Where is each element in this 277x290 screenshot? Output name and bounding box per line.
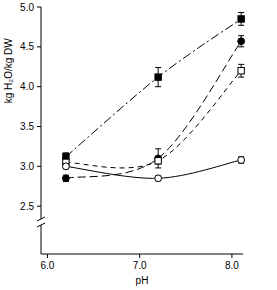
axis-break: [37, 217, 45, 221]
y-axis: [41, 225, 42, 254]
point: [238, 16, 244, 22]
x-tick: [139, 254, 140, 258]
x-axis-label: pH: [136, 275, 149, 286]
x-axis: [41, 254, 243, 255]
x-tick: [47, 254, 48, 258]
error-cap: [238, 25, 244, 26]
chart: 2.5 3.0 3.5 4.0 4.5 5.0 6.0 7.0 8.0 pH kg H₂O/kg D…: [0, 0, 277, 290]
error-bar: [63, 175, 69, 181]
point: [63, 163, 70, 170]
point: [155, 175, 162, 182]
point: [63, 175, 70, 182]
series-line: [66, 19, 241, 157]
error-bar: [238, 13, 244, 26]
y-tick-label: 4.5: [20, 41, 34, 52]
y-axis-label: kg H₂O/kg DW: [3, 38, 14, 104]
y-tick-label: 3.0: [20, 161, 34, 172]
axis-break: [37, 223, 45, 227]
error-bar: [155, 68, 161, 87]
error-cap: [238, 35, 244, 36]
error-cap: [155, 148, 161, 149]
error-bar: [155, 158, 161, 164]
point: [155, 74, 161, 80]
y-tick: [37, 7, 41, 8]
point: [238, 38, 245, 45]
y-tick: [37, 86, 41, 87]
x-tick-label: 7.0: [133, 260, 147, 271]
error-cap: [238, 77, 244, 78]
point: [155, 158, 161, 164]
error-bar: [238, 157, 244, 163]
y-tick-label: 5.0: [20, 2, 34, 13]
error-bar: [238, 64, 244, 77]
y-tick: [37, 206, 41, 207]
series-line: [66, 160, 241, 178]
error-cap: [238, 12, 244, 13]
x-tick-label: 8.0: [225, 260, 239, 271]
y-axis: [41, 7, 42, 219]
y-tick: [37, 46, 41, 47]
plot-area: [63, 13, 245, 182]
error-cap: [155, 167, 161, 168]
error-cap: [238, 46, 244, 47]
point: [238, 157, 245, 164]
y-tick-label: 4.0: [20, 81, 34, 92]
series-line: [66, 41, 241, 178]
error-cap: [155, 67, 161, 68]
y-tick: [37, 166, 41, 167]
point: [238, 68, 244, 74]
error-bar: [155, 149, 161, 168]
x-tick: [231, 254, 232, 258]
x-tick-label: 6.0: [41, 260, 55, 271]
error-cap: [155, 86, 161, 87]
y-tick-label: 2.5: [20, 201, 34, 212]
series-line: [66, 71, 241, 168]
y-tick-label: 3.5: [20, 121, 34, 132]
error-cap: [238, 64, 244, 65]
y-tick: [37, 126, 41, 127]
error-bar: [238, 36, 244, 47]
